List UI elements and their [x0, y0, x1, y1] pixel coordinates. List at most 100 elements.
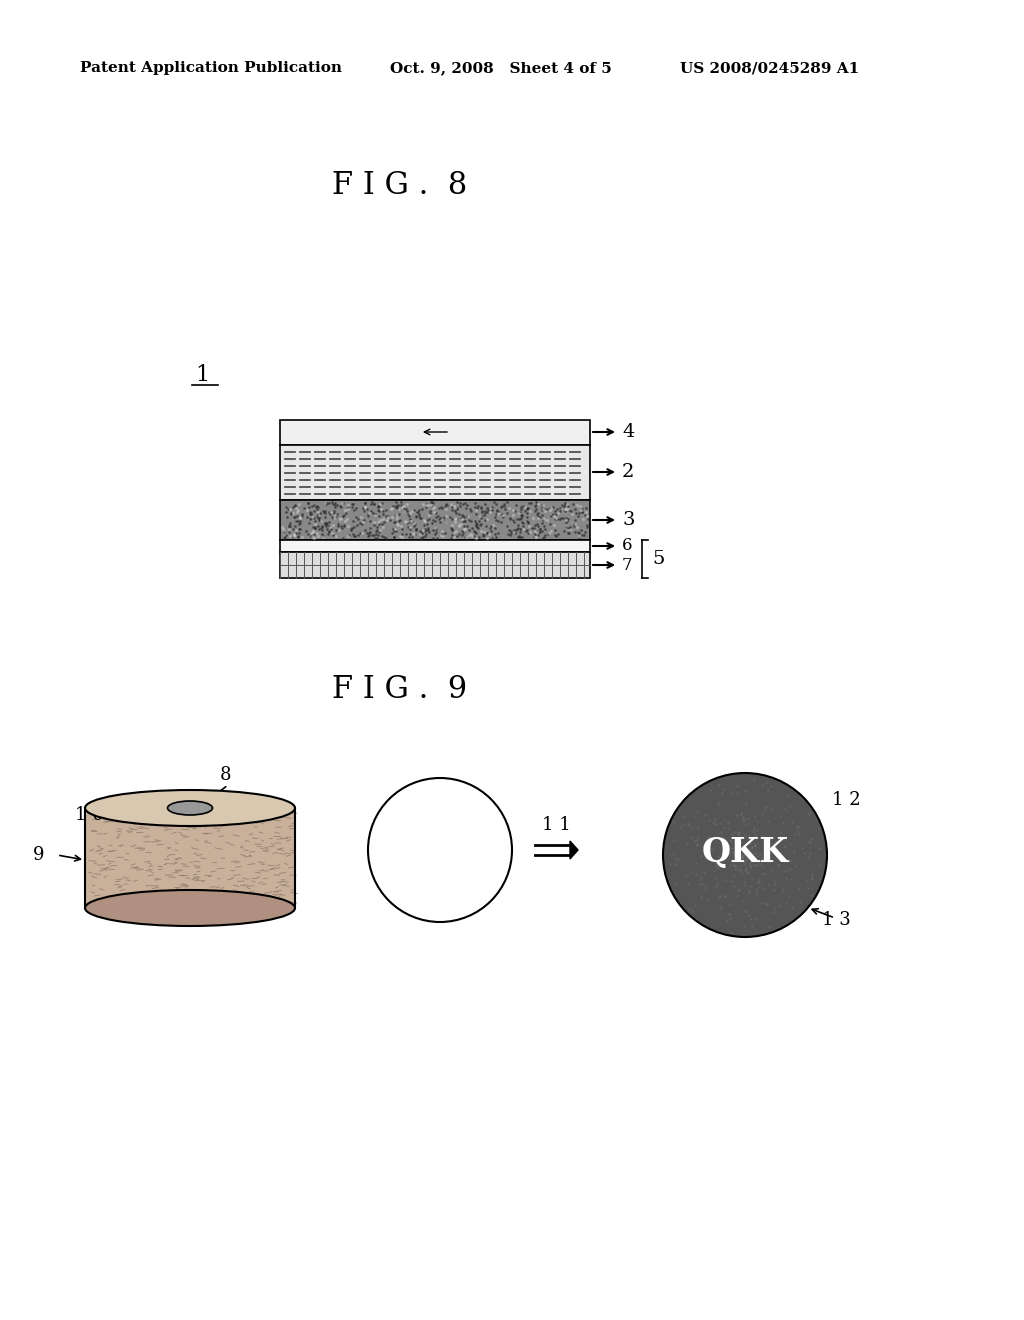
Point [413, 507, 429, 528]
Point [749, 810, 765, 832]
Point [559, 511, 575, 532]
Point [436, 496, 453, 517]
Point [336, 515, 352, 536]
Point [397, 511, 414, 532]
Point [445, 521, 462, 543]
Point [739, 846, 756, 867]
Point [352, 507, 369, 528]
Point [811, 854, 827, 875]
Point [728, 855, 744, 876]
Point [519, 499, 536, 520]
Point [511, 503, 527, 524]
Point [668, 874, 684, 895]
Point [317, 507, 334, 528]
Point [744, 869, 761, 890]
Point [467, 496, 483, 517]
Point [534, 504, 550, 525]
Point [526, 527, 543, 548]
Point [459, 495, 475, 516]
Point [773, 882, 790, 903]
Point [288, 523, 304, 544]
Point [442, 494, 459, 515]
Point [410, 502, 426, 523]
Point [710, 826, 726, 847]
Point [473, 513, 489, 535]
Point [457, 516, 473, 537]
Point [790, 821, 806, 842]
Point [443, 508, 460, 529]
Point [436, 506, 453, 527]
Point [400, 516, 417, 537]
Point [537, 500, 553, 521]
Point [530, 524, 547, 545]
Point [538, 519, 554, 540]
Point [456, 510, 472, 531]
Point [382, 510, 398, 531]
Point [500, 492, 516, 513]
Point [314, 525, 331, 546]
Point [787, 855, 804, 876]
Point [471, 527, 487, 548]
Point [764, 799, 780, 820]
Point [418, 495, 434, 516]
Point [744, 837, 761, 858]
Text: 3: 3 [622, 511, 635, 529]
Point [479, 498, 496, 519]
Point [407, 515, 423, 536]
Point [535, 499, 551, 520]
Point [325, 494, 341, 515]
Point [514, 504, 530, 525]
Point [276, 523, 293, 544]
Point [375, 503, 391, 524]
Point [736, 840, 753, 861]
Point [387, 511, 403, 532]
Point [730, 879, 746, 900]
Point [447, 502, 464, 523]
Point [459, 506, 475, 527]
Point [375, 517, 391, 539]
Point [452, 495, 468, 516]
Point [481, 498, 498, 519]
Point [395, 502, 412, 523]
Point [512, 502, 528, 523]
Point [557, 500, 573, 521]
Point [461, 524, 477, 545]
Point [761, 841, 777, 862]
Point [579, 516, 595, 537]
Point [734, 850, 751, 871]
Point [527, 498, 544, 519]
Point [760, 779, 776, 800]
Point [390, 503, 407, 524]
Point [306, 517, 323, 539]
Point [460, 506, 476, 527]
Point [530, 494, 547, 515]
Point [286, 507, 302, 528]
Point [370, 500, 386, 521]
Point [475, 521, 492, 543]
Point [468, 515, 484, 536]
Point [333, 496, 349, 517]
Point [545, 503, 561, 524]
Point [303, 523, 319, 544]
Point [388, 496, 404, 517]
Point [328, 525, 344, 546]
Point [427, 524, 443, 545]
Point [688, 834, 705, 855]
Point [315, 502, 332, 523]
Point [536, 515, 552, 536]
Point [803, 867, 819, 888]
Point [411, 500, 427, 521]
Point [737, 813, 754, 834]
Point [495, 507, 511, 528]
Point [741, 840, 758, 861]
Point [439, 495, 456, 516]
Point [689, 834, 706, 855]
Point [507, 521, 523, 543]
Point [468, 504, 484, 525]
Point [765, 902, 781, 923]
Point [537, 524, 553, 545]
Point [369, 520, 385, 541]
Point [404, 511, 421, 532]
Bar [280, 540, 590, 552]
Point [475, 525, 492, 546]
